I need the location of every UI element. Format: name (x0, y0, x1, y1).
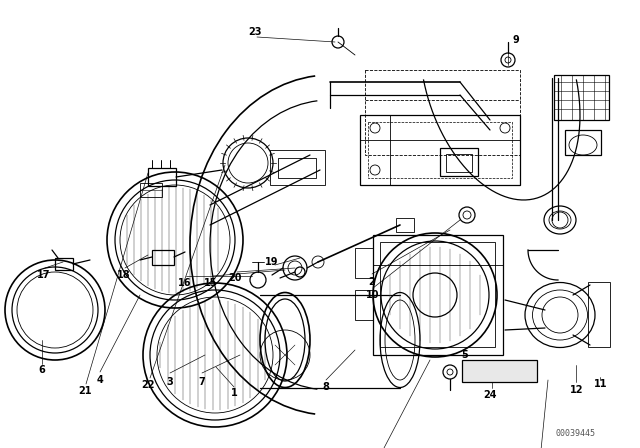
Bar (565, 130, 601, 155)
Text: 7: 7 (198, 377, 205, 387)
Bar (360, 115, 520, 185)
Text: 15: 15 (204, 278, 218, 288)
Text: 18: 18 (117, 270, 131, 280)
Text: 3: 3 (166, 377, 173, 387)
Bar (355, 248, 373, 278)
Text: 16: 16 (179, 278, 192, 288)
Text: 9: 9 (513, 35, 520, 45)
Bar (278, 158, 316, 178)
Text: 22: 22 (141, 380, 155, 390)
Text: 20: 20 (228, 273, 242, 283)
Text: 12: 12 (570, 385, 584, 395)
Bar (588, 282, 610, 347)
Text: 21: 21 (78, 386, 92, 396)
Bar (365, 70, 520, 155)
Text: 11: 11 (595, 379, 608, 389)
Bar (148, 168, 176, 186)
Bar (373, 235, 503, 355)
Bar (380, 242, 495, 347)
Text: 6: 6 (38, 365, 45, 375)
Bar (55, 258, 73, 270)
Bar (462, 360, 537, 382)
Text: 24: 24 (483, 390, 497, 400)
Text: 1: 1 (230, 388, 237, 398)
Bar (355, 290, 373, 320)
Text: 23: 23 (248, 27, 262, 37)
Bar (368, 122, 512, 178)
Bar (396, 218, 414, 232)
Text: 5: 5 (461, 350, 468, 360)
Text: 00039445: 00039445 (555, 429, 595, 438)
Text: 2: 2 (369, 277, 376, 287)
Bar (554, 75, 609, 120)
Text: 4: 4 (97, 375, 104, 385)
Text: 10: 10 (366, 290, 380, 300)
Bar (446, 154, 472, 172)
Text: 17: 17 (37, 270, 51, 280)
Bar (270, 150, 325, 185)
Bar (152, 250, 174, 265)
Bar (140, 183, 162, 197)
Text: 8: 8 (323, 382, 330, 392)
Bar (440, 148, 478, 176)
Text: 19: 19 (265, 257, 279, 267)
